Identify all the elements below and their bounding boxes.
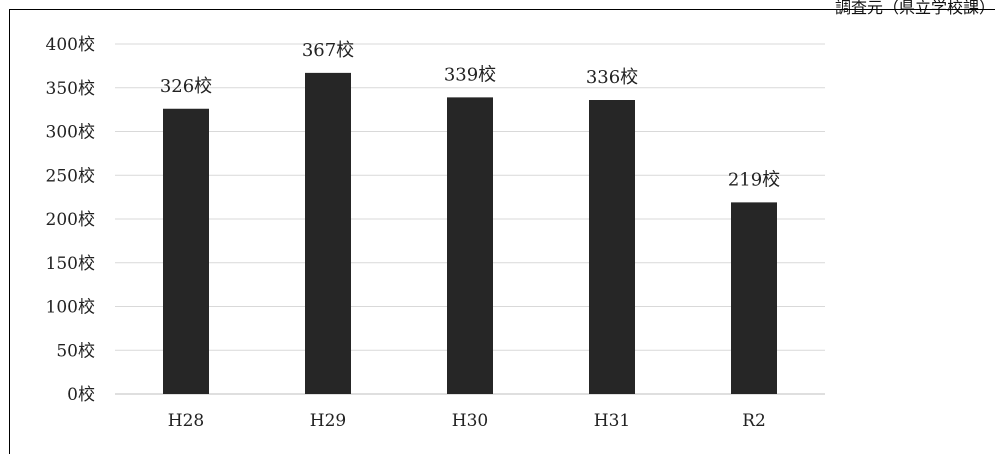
y-tick-label: 350校 [46,79,95,99]
y-tick-label: 50校 [56,341,95,361]
data-labels: 326校 367校 339校 336校 219校 [160,40,780,191]
y-tick-label: 150校 [46,254,95,274]
y-tick-label: 250校 [46,166,95,186]
x-tick-label: H29 [310,411,346,431]
y-tick-label: 400校 [46,35,95,55]
x-axis-ticks: H28 H29 H30 H31 R2 [168,411,766,431]
gridlines [115,43,825,395]
bar-h30 [447,97,493,394]
bar-h31 [589,100,635,394]
chart-frame [9,9,995,454]
data-label: 339校 [444,64,496,85]
x-tick-label: H28 [168,411,204,431]
y-axis-ticks: 0校 50校 100校 150校 200校 250校 300校 350校 400校 [46,35,95,405]
data-label: 367校 [302,40,354,61]
x-tick-label: H31 [594,411,630,431]
bar-h28 [163,108,209,394]
bar-h29 [305,72,351,394]
x-tick-label: R2 [742,411,766,431]
y-tick-label: 200校 [46,210,95,230]
x-tick-label: H30 [452,411,488,431]
y-tick-label: 0校 [67,385,95,405]
bars [163,72,777,394]
y-tick-label: 300校 [46,123,95,143]
bar-r2 [731,202,777,394]
data-label: 326校 [160,76,212,97]
y-tick-label: 100校 [46,298,95,318]
data-label: 336校 [586,67,638,88]
source-note: 調査元（県立学校課） [834,0,995,17]
data-label: 219校 [728,169,780,190]
